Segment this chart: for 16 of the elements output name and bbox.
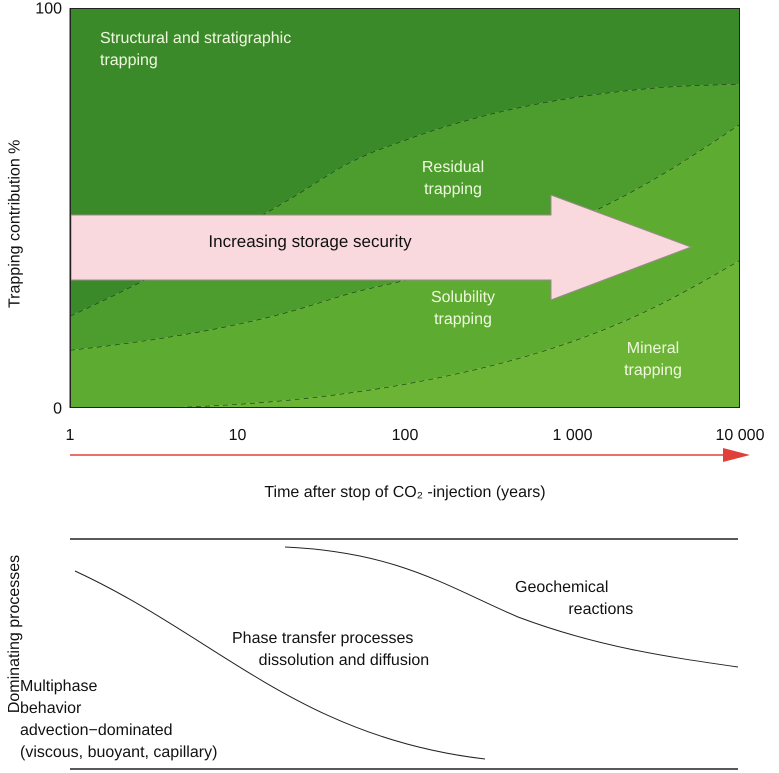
series-label: Residual trapping xyxy=(420,158,486,200)
series-label: Solubility trapping xyxy=(430,288,496,330)
y-tick-label: 0 xyxy=(53,400,62,418)
x-tick-label: 10 000 xyxy=(716,427,765,444)
x-axis-title: Time after stop of CO₂ -injection (years) xyxy=(264,484,546,501)
y-axis-title: Trapping contribution % xyxy=(6,140,24,308)
series-label: Structural and stratigraphic trapping xyxy=(100,29,292,71)
text: Multiphase behavior advection−dominated (viscous, buoyant, capillary) xyxy=(20,678,218,763)
text: Geochemical reactions xyxy=(515,578,634,620)
x-tick-label: 100 xyxy=(392,427,418,444)
x-tick-label: 1 xyxy=(66,427,75,444)
x-tick-label: 1 000 xyxy=(552,427,593,444)
x-tick-label: 10 xyxy=(228,427,246,444)
annotation: Increasing storage security xyxy=(207,232,413,252)
series-label: Mineral trapping xyxy=(623,339,683,381)
text: Phase transfer processes dissolution and diffusion xyxy=(232,629,430,671)
